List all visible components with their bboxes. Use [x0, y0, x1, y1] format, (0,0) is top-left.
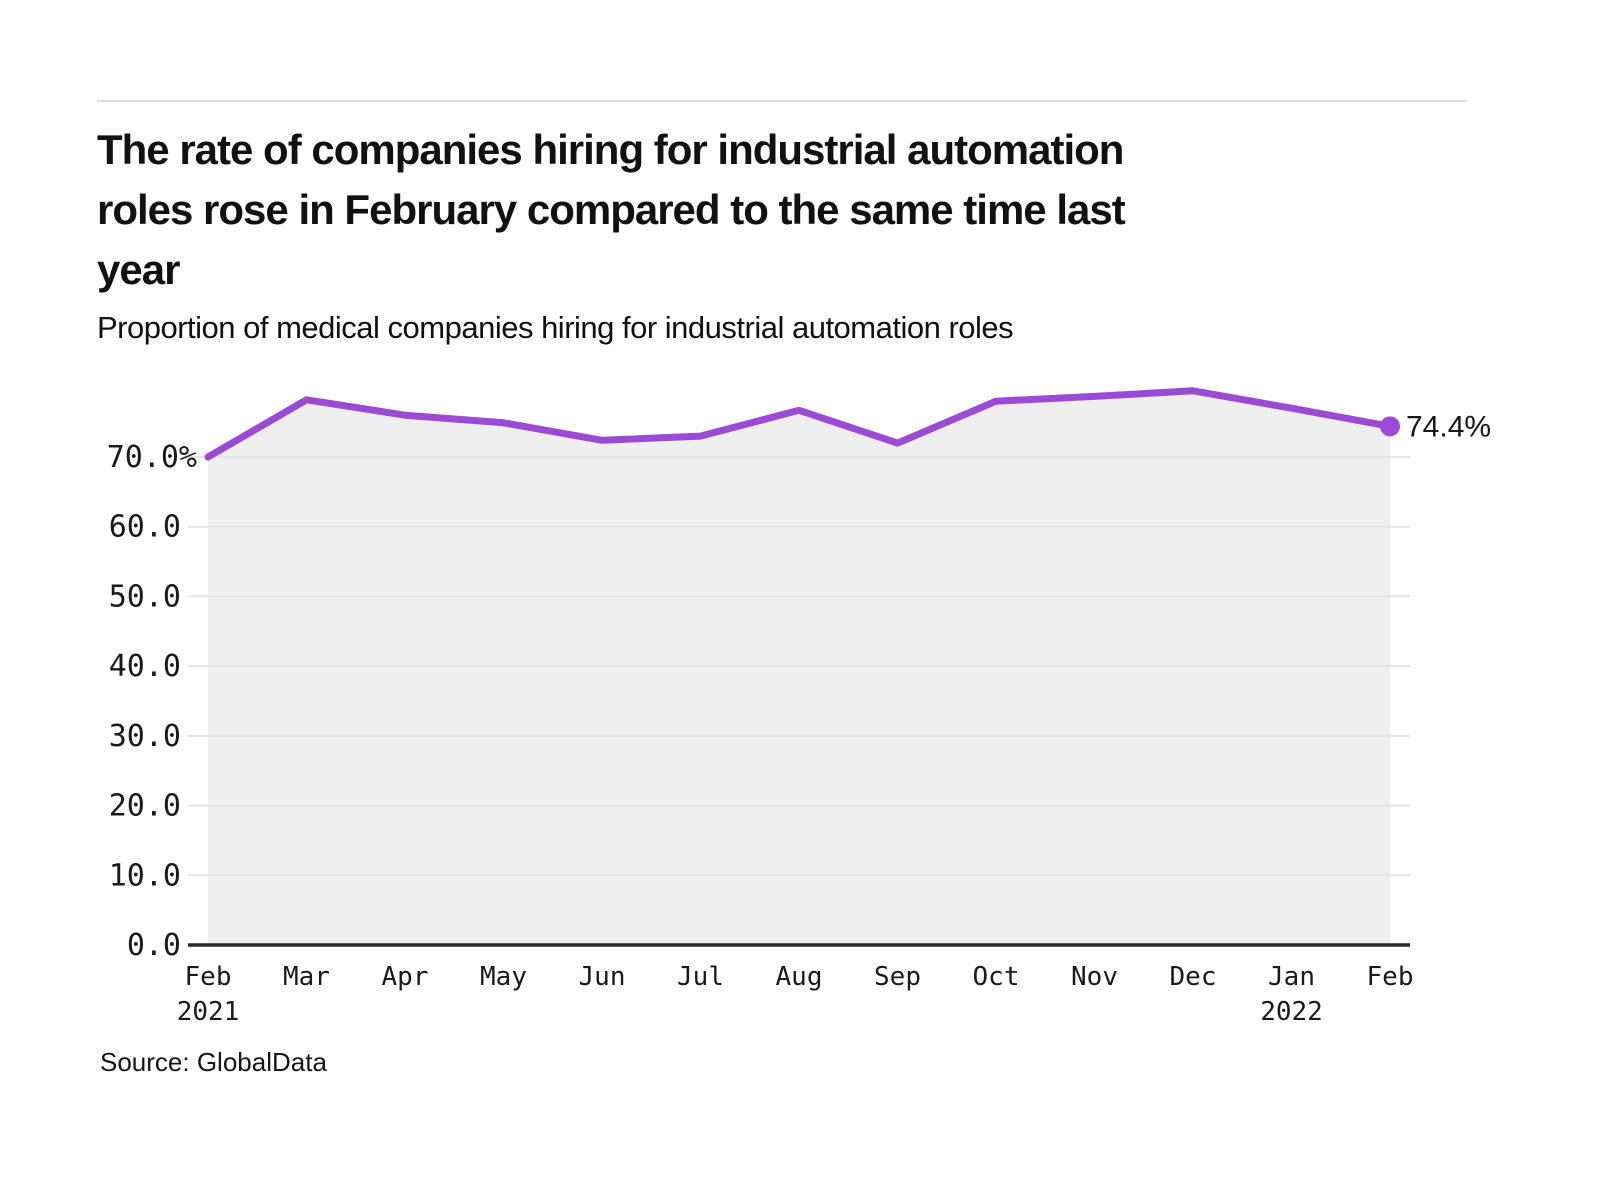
- x-tick-label: Jul: [677, 962, 724, 992]
- x-tick-label: Aug: [776, 962, 823, 992]
- trend-line: [204, 387, 1394, 461]
- top-divider: [97, 100, 1467, 102]
- x-tick-label: May: [480, 962, 527, 992]
- x-tick-label: Apr: [382, 962, 429, 992]
- chart-subtitle: Proportion of medical companies hiring f…: [97, 310, 1014, 345]
- y-tick-label: 30.0: [109, 719, 181, 754]
- x-tick-label: Dec: [1170, 962, 1217, 992]
- source-credit: Source: GlobalData: [100, 1047, 327, 1077]
- x-tick-label: Feb: [1367, 962, 1414, 992]
- x-tick-label: Mar: [283, 962, 330, 992]
- y-tick-label: 70.0%: [107, 440, 197, 475]
- area-fill: [208, 390, 1390, 945]
- x-tick-label: Sep: [874, 962, 921, 992]
- x-tick-label: Feb: [185, 962, 232, 992]
- y-tick-label: 60.0: [109, 510, 181, 545]
- y-tick-label: 10.0: [109, 858, 181, 893]
- x-tick-label-year: 2022: [1260, 997, 1323, 1027]
- y-tick-label: 0.0: [127, 928, 181, 963]
- x-tick-label-year: 2021: [177, 997, 240, 1027]
- y-tick-label: 20.0: [109, 789, 181, 824]
- x-tick-label: Oct: [973, 962, 1020, 992]
- x-tick-label: Jun: [579, 962, 626, 992]
- chart-title: The rate of companies hiring for industr…: [97, 126, 1126, 293]
- x-tick-label: Nov: [1071, 962, 1118, 992]
- x-tick-label: Jan: [1268, 962, 1315, 992]
- line-chart: 0.0 10.0 20.0 30.0 40.0 50.0 60.0 70.0% Feb 2021 M…: [0, 345, 1600, 1035]
- end-point-dot: [1380, 416, 1400, 437]
- end-value-label: 74.4%: [1406, 410, 1491, 443]
- y-tick-label: 50.0: [109, 579, 181, 614]
- y-tick-label: 40.0: [109, 649, 181, 684]
- chart-svg: 0.0 10.0 20.0 30.0 40.0 50.0 60.0 70.0% Feb 2021 M…: [107, 387, 1491, 1027]
